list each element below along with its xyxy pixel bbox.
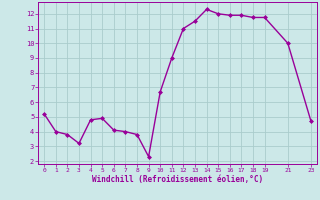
X-axis label: Windchill (Refroidissement éolien,°C): Windchill (Refroidissement éolien,°C) xyxy=(92,175,263,184)
